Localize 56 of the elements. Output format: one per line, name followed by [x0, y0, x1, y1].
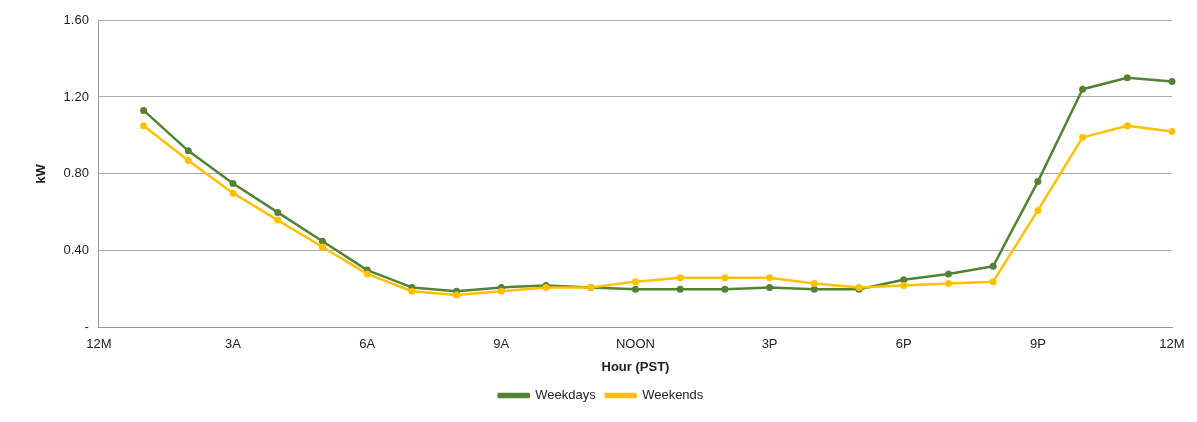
point — [1168, 78, 1176, 86]
x-axis-title: Hour (PST) — [601, 358, 670, 374]
y-tick-label: 0.40 — [63, 242, 89, 258]
point — [1168, 128, 1176, 136]
point — [721, 274, 729, 282]
point — [274, 216, 282, 224]
point — [631, 285, 639, 293]
point — [1123, 122, 1131, 130]
y-axis-title: kW — [33, 163, 49, 184]
point — [408, 287, 416, 295]
point — [631, 278, 639, 286]
x-tick-label: 12M — [1159, 336, 1185, 352]
point — [497, 287, 505, 295]
y-tick-label: 1.20 — [63, 88, 89, 104]
x-tick-label: NOON — [615, 336, 655, 352]
point — [318, 243, 326, 251]
point — [1123, 74, 1131, 82]
point — [1034, 206, 1042, 214]
x-tick-label: 6A — [359, 336, 376, 352]
y-tick-label: - — [84, 319, 89, 335]
x-tick-label: 6P — [895, 336, 912, 352]
legend-label: Weekdays — [535, 387, 597, 403]
point — [989, 262, 997, 270]
y-tick-label: 1.60 — [63, 11, 89, 27]
point — [1034, 178, 1042, 186]
point — [900, 276, 908, 284]
point — [140, 122, 148, 130]
point — [944, 270, 952, 278]
y-tick-label: 0.80 — [63, 165, 89, 181]
point — [766, 283, 774, 291]
point — [274, 208, 282, 216]
point — [229, 189, 237, 197]
point — [810, 285, 818, 293]
point — [363, 270, 371, 278]
point — [766, 274, 774, 282]
point — [676, 274, 684, 282]
point — [944, 280, 952, 288]
x-tick-label: 12M — [86, 336, 112, 352]
x-tick-label: 9A — [493, 336, 510, 352]
point — [900, 281, 908, 289]
point — [140, 106, 148, 114]
x-tick-label: 9P — [1029, 336, 1046, 352]
x-tick-label: 3P — [761, 336, 778, 352]
legend-label: Weekends — [642, 387, 704, 403]
point — [184, 156, 192, 164]
x-tick-label: 3A — [225, 336, 242, 352]
point — [676, 285, 684, 293]
point — [229, 180, 237, 188]
point — [1079, 133, 1087, 141]
point — [1079, 85, 1087, 93]
point — [810, 280, 818, 288]
point — [453, 291, 461, 299]
point — [184, 147, 192, 155]
point — [318, 237, 326, 245]
point — [721, 285, 729, 293]
point — [989, 278, 997, 286]
